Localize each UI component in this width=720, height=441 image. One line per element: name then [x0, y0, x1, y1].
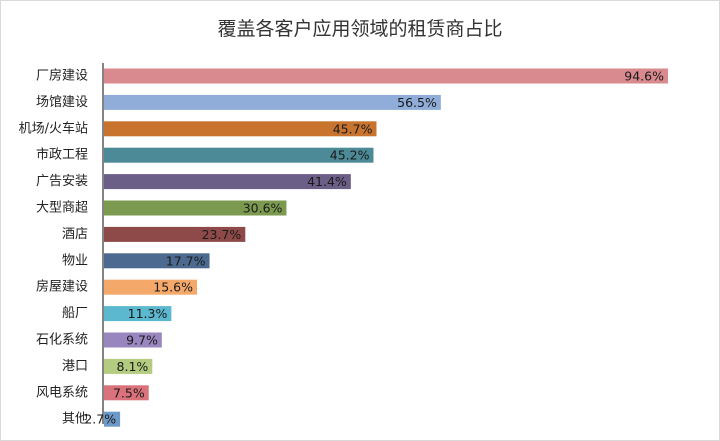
- bar: [104, 332, 162, 348]
- bar: [104, 94, 441, 110]
- bar: [104, 279, 198, 295]
- bar: [104, 68, 668, 84]
- category-label: 大型商超: [36, 201, 88, 216]
- bar: [104, 121, 377, 137]
- category-label: 房屋建设: [36, 279, 88, 295]
- data-label: 45.7%: [333, 121, 373, 136]
- data-label: 2.7%: [84, 412, 116, 427]
- data-label: 15.6%: [153, 280, 193, 295]
- data-label: 8.1%: [117, 359, 149, 374]
- data-label: 41.4%: [307, 174, 347, 189]
- bar: [104, 174, 351, 190]
- data-label: 7.5%: [113, 385, 145, 400]
- category-label: 物业: [62, 253, 88, 268]
- data-label: 23.7%: [202, 227, 242, 242]
- data-label: 56.5%: [397, 95, 437, 110]
- bar: [104, 200, 287, 216]
- chart-title: 覆盖各客户应用领域的租赁商占比: [217, 18, 503, 40]
- data-label: 17.7%: [166, 253, 206, 268]
- category-label: 港口: [62, 359, 88, 374]
- category-label: 酒店: [62, 227, 88, 242]
- category-label: 石化系统: [36, 333, 88, 348]
- category-label: 市政工程: [36, 147, 88, 163]
- category-label: 船厂: [62, 306, 88, 321]
- bar: [104, 147, 374, 163]
- bar: [104, 385, 149, 401]
- data-label: 9.7%: [126, 333, 158, 348]
- data-label: 30.6%: [243, 201, 283, 216]
- bar: [104, 306, 172, 322]
- data-label: 94.6%: [624, 69, 664, 84]
- category-label: 厂房建设: [36, 68, 88, 84]
- bar: [104, 226, 246, 242]
- bar: [104, 358, 153, 374]
- data-label: 45.2%: [330, 148, 370, 163]
- category-label: 机场/火车站: [19, 120, 88, 136]
- category-label: 其他: [62, 412, 88, 427]
- category-label: 广告安装: [36, 174, 88, 189]
- bar: [104, 253, 210, 269]
- bar: [104, 411, 121, 427]
- category-label: 场馆建设: [36, 95, 88, 110]
- data-label: 11.3%: [128, 306, 168, 321]
- category-label: 风电系统: [36, 385, 88, 400]
